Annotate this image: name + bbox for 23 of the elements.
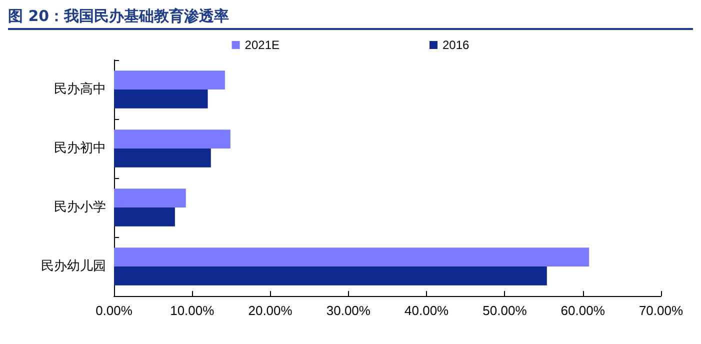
chart-title: 图 20：我国民办基础教育渗透率 [8,4,693,30]
bar [114,70,225,90]
bar [114,188,186,208]
x-tick-label: 20.00% [248,303,293,318]
bar [114,148,211,168]
x-tick-label: 60.00% [560,303,606,318]
x-tick-label: 50.00% [482,303,528,318]
bar [114,266,547,286]
y-tick-label: 民办幼儿园 [41,259,106,274]
x-tick-label: 0.00% [96,303,133,318]
x-tick-label: 30.00% [326,303,371,318]
x-tick-label: 40.00% [404,303,450,318]
bar [114,90,208,108]
bar [114,208,175,226]
bar [114,130,230,148]
y-tick-label: 民办高中 [54,81,106,97]
y-tick-label: 民办小学 [54,200,106,215]
bar [114,248,590,266]
legend-label: 2016 [442,38,470,52]
x-tick-label: 70.00% [638,303,684,318]
legend-label: 2021E [244,38,280,52]
y-tick-label: 民办初中 [54,141,106,156]
x-tick-label: 10.00% [170,303,215,318]
